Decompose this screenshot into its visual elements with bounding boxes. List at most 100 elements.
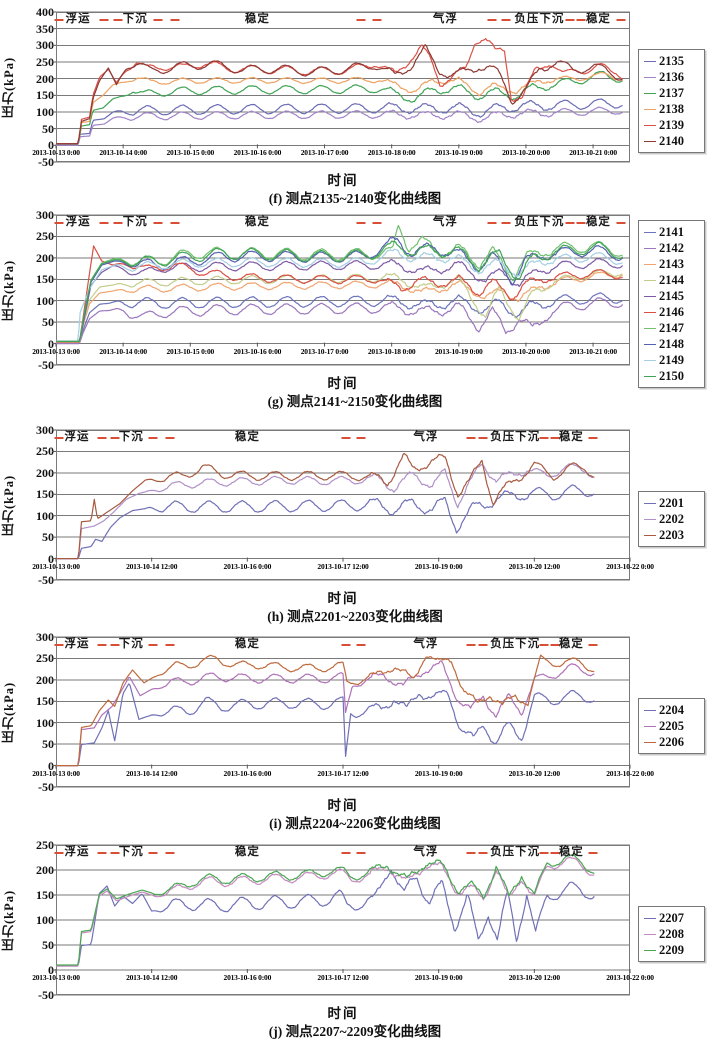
series-line-2204 bbox=[56, 683, 595, 767]
plot-area: 2013-10-13 0:00 2013-10-14 12:00 2013-10-1… bbox=[32, 844, 654, 996]
x-tick-label: 2013-10-16 0:00 bbox=[233, 148, 282, 158]
phase-dash bbox=[110, 644, 120, 646]
legend-label: 2205 bbox=[659, 718, 684, 733]
legend-label: 2144 bbox=[659, 272, 684, 287]
phase-label: 下沉 bbox=[122, 216, 148, 228]
legend-item: 2138 bbox=[644, 101, 702, 117]
x-tick-label: 2013-10-16 0:00 bbox=[223, 561, 272, 571]
y-tick-label: 300 bbox=[36, 630, 54, 644]
legend-swatch bbox=[644, 343, 656, 345]
plot-frame bbox=[56, 215, 630, 365]
x-tick-label: 2013-10-14 0:00 bbox=[99, 346, 147, 356]
phase-dash bbox=[148, 437, 158, 439]
y-tick-label: 200 bbox=[36, 465, 54, 480]
legend-label: 2135 bbox=[659, 53, 684, 68]
legend-item: 2136 bbox=[644, 69, 702, 85]
phase-dash bbox=[356, 222, 366, 224]
phase-dash bbox=[110, 852, 120, 854]
phase-label: 稳定 bbox=[234, 638, 260, 650]
legend-label: 2139 bbox=[659, 117, 684, 132]
phase-dash bbox=[466, 644, 476, 646]
x-tick-label: 2013-10-20 0:00 bbox=[502, 346, 550, 356]
x-tick-label: 2013-10-14 12:00 bbox=[126, 973, 178, 982]
y-tick-label: 0 bbox=[48, 138, 54, 153]
x-tick-label: 2013-10-19 0:00 bbox=[414, 973, 463, 982]
x-axis-title: 时间 bbox=[327, 798, 359, 813]
legend-label: 2141 bbox=[659, 224, 684, 239]
x-tick-label: 2013-10-20 12:00 bbox=[508, 561, 560, 571]
legend-item: 2137 bbox=[644, 85, 702, 101]
phase-label: 稳定 bbox=[558, 638, 584, 650]
phase-label: 稳定 bbox=[244, 216, 270, 228]
phase-dash bbox=[550, 852, 560, 854]
legend-swatch bbox=[644, 327, 656, 329]
y-tick-label: 100 bbox=[36, 913, 54, 927]
x-tick-label: 2013-10-13 0:00 bbox=[32, 561, 80, 571]
y-tick-label: 0 bbox=[48, 758, 54, 773]
phase-label: 浮运 bbox=[65, 216, 91, 228]
legend-swatch bbox=[644, 917, 656, 919]
phase-dash bbox=[153, 19, 163, 21]
legend-label: 2149 bbox=[659, 352, 684, 367]
x-tick-label: 2013-10-17 12:00 bbox=[317, 561, 369, 571]
phase-dash bbox=[170, 19, 180, 21]
series-line-2143 bbox=[56, 271, 623, 343]
legend-item: 2207 bbox=[644, 910, 702, 926]
legend-item: 2205 bbox=[644, 718, 702, 734]
x-tick-label: 2013-10-16 0:00 bbox=[223, 973, 272, 982]
series-line-2202 bbox=[56, 463, 595, 560]
phase-dash bbox=[565, 19, 575, 21]
series-line-2209 bbox=[56, 854, 595, 966]
phase-dash bbox=[372, 19, 382, 21]
legend-swatch bbox=[644, 60, 656, 62]
phase-dash bbox=[588, 437, 598, 439]
y-tick-label: 400 bbox=[36, 5, 54, 19]
phase-label: 浮运 bbox=[65, 13, 91, 25]
y-tick-label: 150 bbox=[36, 88, 54, 103]
y-tick-label: 250 bbox=[36, 838, 54, 852]
phase-dash bbox=[539, 852, 549, 854]
chart-caption: (f) 测点2135~2140变化曲线图 bbox=[268, 191, 442, 206]
y-tick-label: 0 bbox=[48, 336, 54, 351]
phase-dash bbox=[356, 644, 366, 646]
phase-dash bbox=[616, 19, 626, 21]
legend-swatch bbox=[644, 124, 656, 126]
y-tick-label: 100 bbox=[36, 105, 54, 119]
phase-dash bbox=[487, 222, 497, 224]
x-axis-title: 时间 bbox=[327, 376, 359, 391]
legend-label: 2148 bbox=[659, 336, 684, 351]
phase-dash bbox=[165, 644, 175, 646]
x-tick-label: 2013-10-19 0:00 bbox=[434, 346, 483, 356]
x-tick-label: 2013-10-17 0:00 bbox=[300, 346, 349, 356]
series-line-2137 bbox=[56, 70, 623, 145]
legend-swatch bbox=[644, 741, 656, 743]
legend-item: 2148 bbox=[644, 336, 702, 352]
y-tick-label: 50 bbox=[42, 938, 54, 952]
legend-item: 2206 bbox=[644, 734, 702, 750]
chart-caption: (g) 测点2141~2150变化曲线图 bbox=[267, 394, 443, 409]
phase-dash bbox=[576, 19, 586, 21]
y-tick-label: 200 bbox=[36, 672, 54, 687]
legend-label: 2150 bbox=[659, 368, 684, 383]
phase-label: 气浮 bbox=[413, 846, 439, 858]
legend-item: 2145 bbox=[644, 288, 702, 304]
phase-band: 浮运 下沉 稳定 气浮 负压下沉 稳定 bbox=[54, 13, 630, 29]
y-tick-label: 300 bbox=[36, 208, 54, 222]
phase-dash bbox=[110, 437, 120, 439]
phase-dash bbox=[97, 852, 107, 854]
series-line-2140 bbox=[56, 44, 623, 145]
series-line-2149 bbox=[56, 248, 623, 342]
phase-label: 负压下沉 bbox=[490, 638, 541, 650]
x-tick-label: 2013-10-14 12:00 bbox=[126, 561, 178, 571]
phase-dash bbox=[165, 852, 175, 854]
legend-swatch bbox=[644, 709, 656, 711]
phase-band: 浮运 下沉 稳定 气浮 负压下沉 稳定 bbox=[54, 216, 630, 232]
y-tick-label: 50 bbox=[42, 530, 54, 545]
phase-label: 稳定 bbox=[585, 216, 611, 228]
phase-label: 负压下沉 bbox=[514, 216, 565, 228]
x-axis-title: 时间 bbox=[327, 591, 359, 606]
x-tick-label: 2013-10-14 12:00 bbox=[126, 768, 178, 778]
legend-label: 2207 bbox=[659, 910, 684, 925]
phase-dash bbox=[97, 437, 107, 439]
x-tick-label: 2013-10-22 0:00 bbox=[606, 768, 654, 778]
